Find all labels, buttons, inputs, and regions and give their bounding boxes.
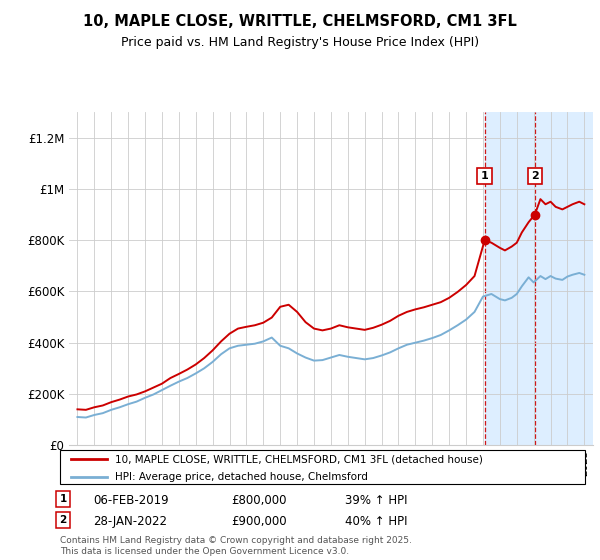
FancyBboxPatch shape bbox=[60, 450, 585, 484]
Text: HPI: Average price, detached house, Chelmsford: HPI: Average price, detached house, Chel… bbox=[115, 472, 368, 482]
Bar bbox=[485, 112, 600, 445]
Text: 06-FEB-2019: 06-FEB-2019 bbox=[93, 494, 169, 507]
Text: 2: 2 bbox=[531, 171, 539, 181]
Text: £900,000: £900,000 bbox=[231, 515, 287, 528]
Text: 10, MAPLE CLOSE, WRITTLE, CHELMSFORD, CM1 3FL (detached house): 10, MAPLE CLOSE, WRITTLE, CHELMSFORD, CM… bbox=[115, 454, 483, 464]
Text: 10, MAPLE CLOSE, WRITTLE, CHELMSFORD, CM1 3FL: 10, MAPLE CLOSE, WRITTLE, CHELMSFORD, CM… bbox=[83, 14, 517, 29]
Text: 28-JAN-2022: 28-JAN-2022 bbox=[93, 515, 167, 528]
Text: £800,000: £800,000 bbox=[231, 494, 287, 507]
Text: 40% ↑ HPI: 40% ↑ HPI bbox=[345, 515, 407, 528]
Text: 1: 1 bbox=[59, 494, 67, 504]
Text: Contains HM Land Registry data © Crown copyright and database right 2025.
This d: Contains HM Land Registry data © Crown c… bbox=[60, 536, 412, 556]
Text: Price paid vs. HM Land Registry's House Price Index (HPI): Price paid vs. HM Land Registry's House … bbox=[121, 36, 479, 49]
Text: 1: 1 bbox=[481, 171, 488, 181]
Text: 39% ↑ HPI: 39% ↑ HPI bbox=[345, 494, 407, 507]
Text: 2: 2 bbox=[59, 515, 67, 525]
